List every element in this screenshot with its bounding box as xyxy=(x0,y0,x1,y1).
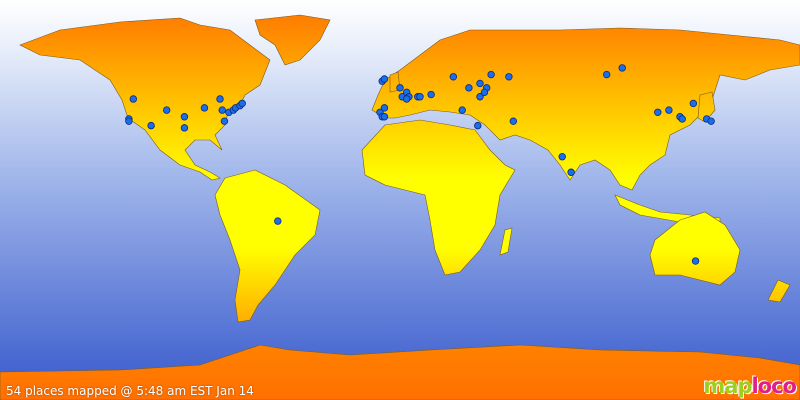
place-marker[interactable] xyxy=(129,95,138,103)
south-america xyxy=(214,169,321,323)
maploco-logo[interactable]: maploco xyxy=(703,374,797,398)
place-marker[interactable] xyxy=(396,84,404,92)
place-marker[interactable] xyxy=(180,124,189,132)
place-marker[interactable] xyxy=(380,104,389,112)
place-marker[interactable] xyxy=(476,79,484,88)
greenland xyxy=(254,14,331,66)
place-marker[interactable] xyxy=(449,73,458,81)
japan xyxy=(697,91,716,123)
antarctica xyxy=(0,344,800,400)
place-marker[interactable] xyxy=(474,121,482,130)
place-marker[interactable] xyxy=(691,257,700,265)
place-marker[interactable] xyxy=(602,70,611,79)
place-marker[interactable] xyxy=(125,117,133,125)
place-marker[interactable] xyxy=(147,121,155,130)
place-marker[interactable] xyxy=(238,99,246,108)
africa xyxy=(361,119,516,276)
australia xyxy=(649,211,741,286)
place-marker[interactable] xyxy=(480,88,489,97)
place-marker[interactable] xyxy=(558,152,566,161)
place-markers xyxy=(125,64,715,265)
place-marker[interactable] xyxy=(618,64,626,72)
place-marker[interactable] xyxy=(200,104,209,112)
place-marker[interactable] xyxy=(402,95,411,103)
place-marker[interactable] xyxy=(487,70,495,79)
place-marker[interactable] xyxy=(465,84,473,92)
place-marker[interactable] xyxy=(380,75,389,83)
place-marker[interactable] xyxy=(380,113,389,121)
place-marker[interactable] xyxy=(509,117,518,125)
place-marker[interactable] xyxy=(665,106,673,114)
place-marker[interactable] xyxy=(476,93,484,101)
places-mapped-caption: 54 places mapped @ 5:48 am EST Jan 14 xyxy=(6,384,254,398)
eurasia xyxy=(371,27,800,191)
place-marker[interactable] xyxy=(567,168,575,176)
new-zealand xyxy=(767,279,791,303)
place-marker[interactable] xyxy=(220,117,229,125)
place-marker[interactable] xyxy=(689,99,698,108)
land xyxy=(0,14,800,400)
place-marker[interactable] xyxy=(218,106,226,114)
place-marker[interactable] xyxy=(678,115,686,123)
place-marker[interactable] xyxy=(654,108,662,116)
place-marker[interactable] xyxy=(427,90,435,99)
place-marker[interactable] xyxy=(416,93,424,101)
place-marker[interactable] xyxy=(216,95,224,103)
logo-part-map: map xyxy=(703,374,752,398)
madagascar xyxy=(499,227,513,256)
place-marker[interactable] xyxy=(180,113,189,121)
place-marker[interactable] xyxy=(707,117,715,125)
place-marker[interactable] xyxy=(458,106,466,114)
place-marker[interactable] xyxy=(162,106,171,114)
place-marker[interactable] xyxy=(505,73,513,81)
place-marker[interactable] xyxy=(274,217,282,225)
logo-part-loco: loco xyxy=(751,374,797,398)
